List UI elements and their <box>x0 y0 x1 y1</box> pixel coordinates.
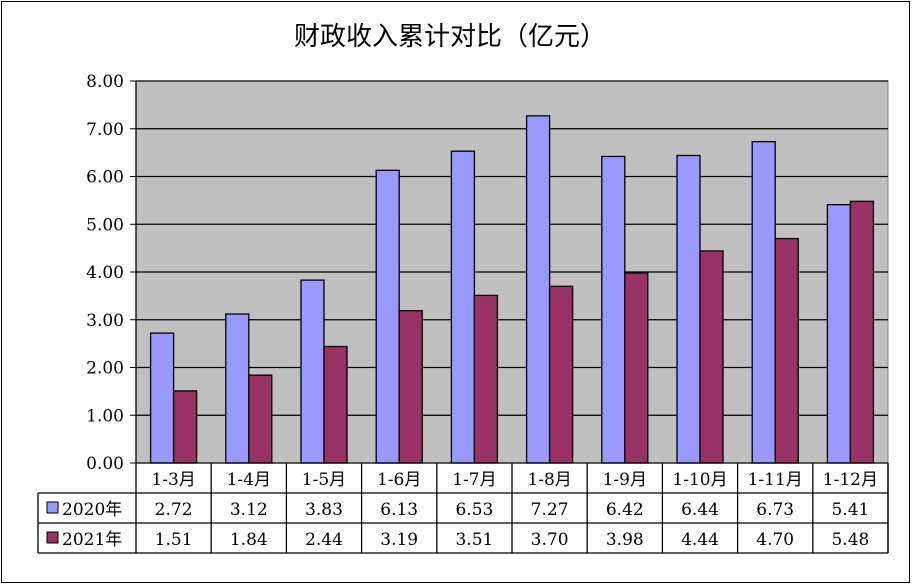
data-table: 1-3月 1-4月 1-5月 1-6月 1-7月 1-8月 1-9月 1-10月 1-11月 1-… <box>37 462 889 554</box>
bar-2020年-1-12月 <box>826 204 852 464</box>
bar-2020年-1-3月 <box>149 332 175 464</box>
x-category-label: 1-11月 <box>748 470 803 490</box>
bar-2021年-1-9月 <box>624 272 649 464</box>
table-cell-value: 1.51 <box>155 530 193 550</box>
bar-2020年-1-10月 <box>676 154 701 464</box>
chart-title: 财政收入累计对比（亿元） <box>294 22 606 52</box>
x-category-label: 1-3月 <box>151 470 195 490</box>
table-cell-value: 4.44 <box>681 530 719 550</box>
bar-2020年-1-6月 <box>375 169 400 464</box>
bar-2020年-1-11月 <box>751 140 776 464</box>
bar-2020年-1-7月 <box>450 150 476 464</box>
table-cell-value: 2.44 <box>305 530 343 550</box>
x-category-label: 1-10月 <box>672 470 727 490</box>
table-cell-value: 6.44 <box>681 500 719 520</box>
y-tick-label: 4.00 <box>86 263 124 283</box>
table-cell-value: 5.48 <box>831 530 869 550</box>
x-category-label: 1-8月 <box>527 470 571 490</box>
table-cell-value: 3.98 <box>606 530 644 550</box>
bar-2021年-1-10月 <box>699 250 724 464</box>
legend-label: 2020年 <box>62 500 122 520</box>
table-cell-value: 1.84 <box>230 530 268 550</box>
y-tick-label: 8.00 <box>86 72 124 92</box>
table-cell-value: 3.19 <box>380 530 418 550</box>
y-tick-label: 0.00 <box>86 454 124 474</box>
table-cell-value: 6.13 <box>380 500 418 520</box>
table-cell-value: 6.73 <box>756 500 794 520</box>
bar-2020年-1-9月 <box>601 155 626 464</box>
table-cell-value: 4.70 <box>756 530 794 550</box>
legend-label: 2021年 <box>62 530 122 550</box>
bar-2021年-1-3月 <box>172 390 198 464</box>
bars <box>149 115 875 464</box>
bar-2021年-1-12月 <box>849 200 875 464</box>
legend-swatch-2020年 <box>46 501 59 514</box>
bar-2020年-1-8月 <box>525 115 551 464</box>
bar-2021年-1-8月 <box>548 285 574 464</box>
y-tick-label: 3.00 <box>86 311 124 331</box>
table-cell-value: 5.41 <box>831 500 869 520</box>
x-category-label: 1-5月 <box>302 470 346 490</box>
table-cell-value: 7.27 <box>531 500 569 520</box>
table-cell-value: 6.42 <box>606 500 644 520</box>
x-category-label: 1-6月 <box>377 470 421 490</box>
y-tick-label: 1.00 <box>86 406 124 426</box>
table-cell-value: 3.70 <box>531 530 569 550</box>
table-cell-value: 2.72 <box>155 500 193 520</box>
x-category-label: 1-12月 <box>823 470 878 490</box>
bar-2021年-1-7月 <box>473 294 499 464</box>
table-cell-value: 6.53 <box>455 500 493 520</box>
bar-2021年-1-6月 <box>398 310 423 464</box>
x-category-label: 1-7月 <box>452 470 496 490</box>
bar-2020年-1-5月 <box>300 279 325 464</box>
legend-swatch-2021年 <box>46 531 59 544</box>
y-tick-label: 7.00 <box>86 120 124 140</box>
table-cell-value: 3.12 <box>230 500 268 520</box>
x-category-label: 1-9月 <box>603 470 647 490</box>
table-cell-value: 3.83 <box>305 500 343 520</box>
bar-2021年-1-5月 <box>323 345 348 464</box>
table-cell-value: 3.51 <box>455 530 493 550</box>
bar-2020年-1-4月 <box>225 313 250 464</box>
y-tick-label: 6.00 <box>86 168 124 188</box>
y-axis: 0.00 1.00 2.00 3.00 4.00 5.00 6.00 7.00 8.00 <box>86 72 137 474</box>
bar-2021年-1-4月 <box>248 374 273 464</box>
x-category-label: 1-4月 <box>227 470 271 490</box>
y-tick-label: 2.00 <box>86 359 124 379</box>
y-tick-label: 5.00 <box>86 215 124 235</box>
bar-2021年-1-11月 <box>774 237 799 464</box>
